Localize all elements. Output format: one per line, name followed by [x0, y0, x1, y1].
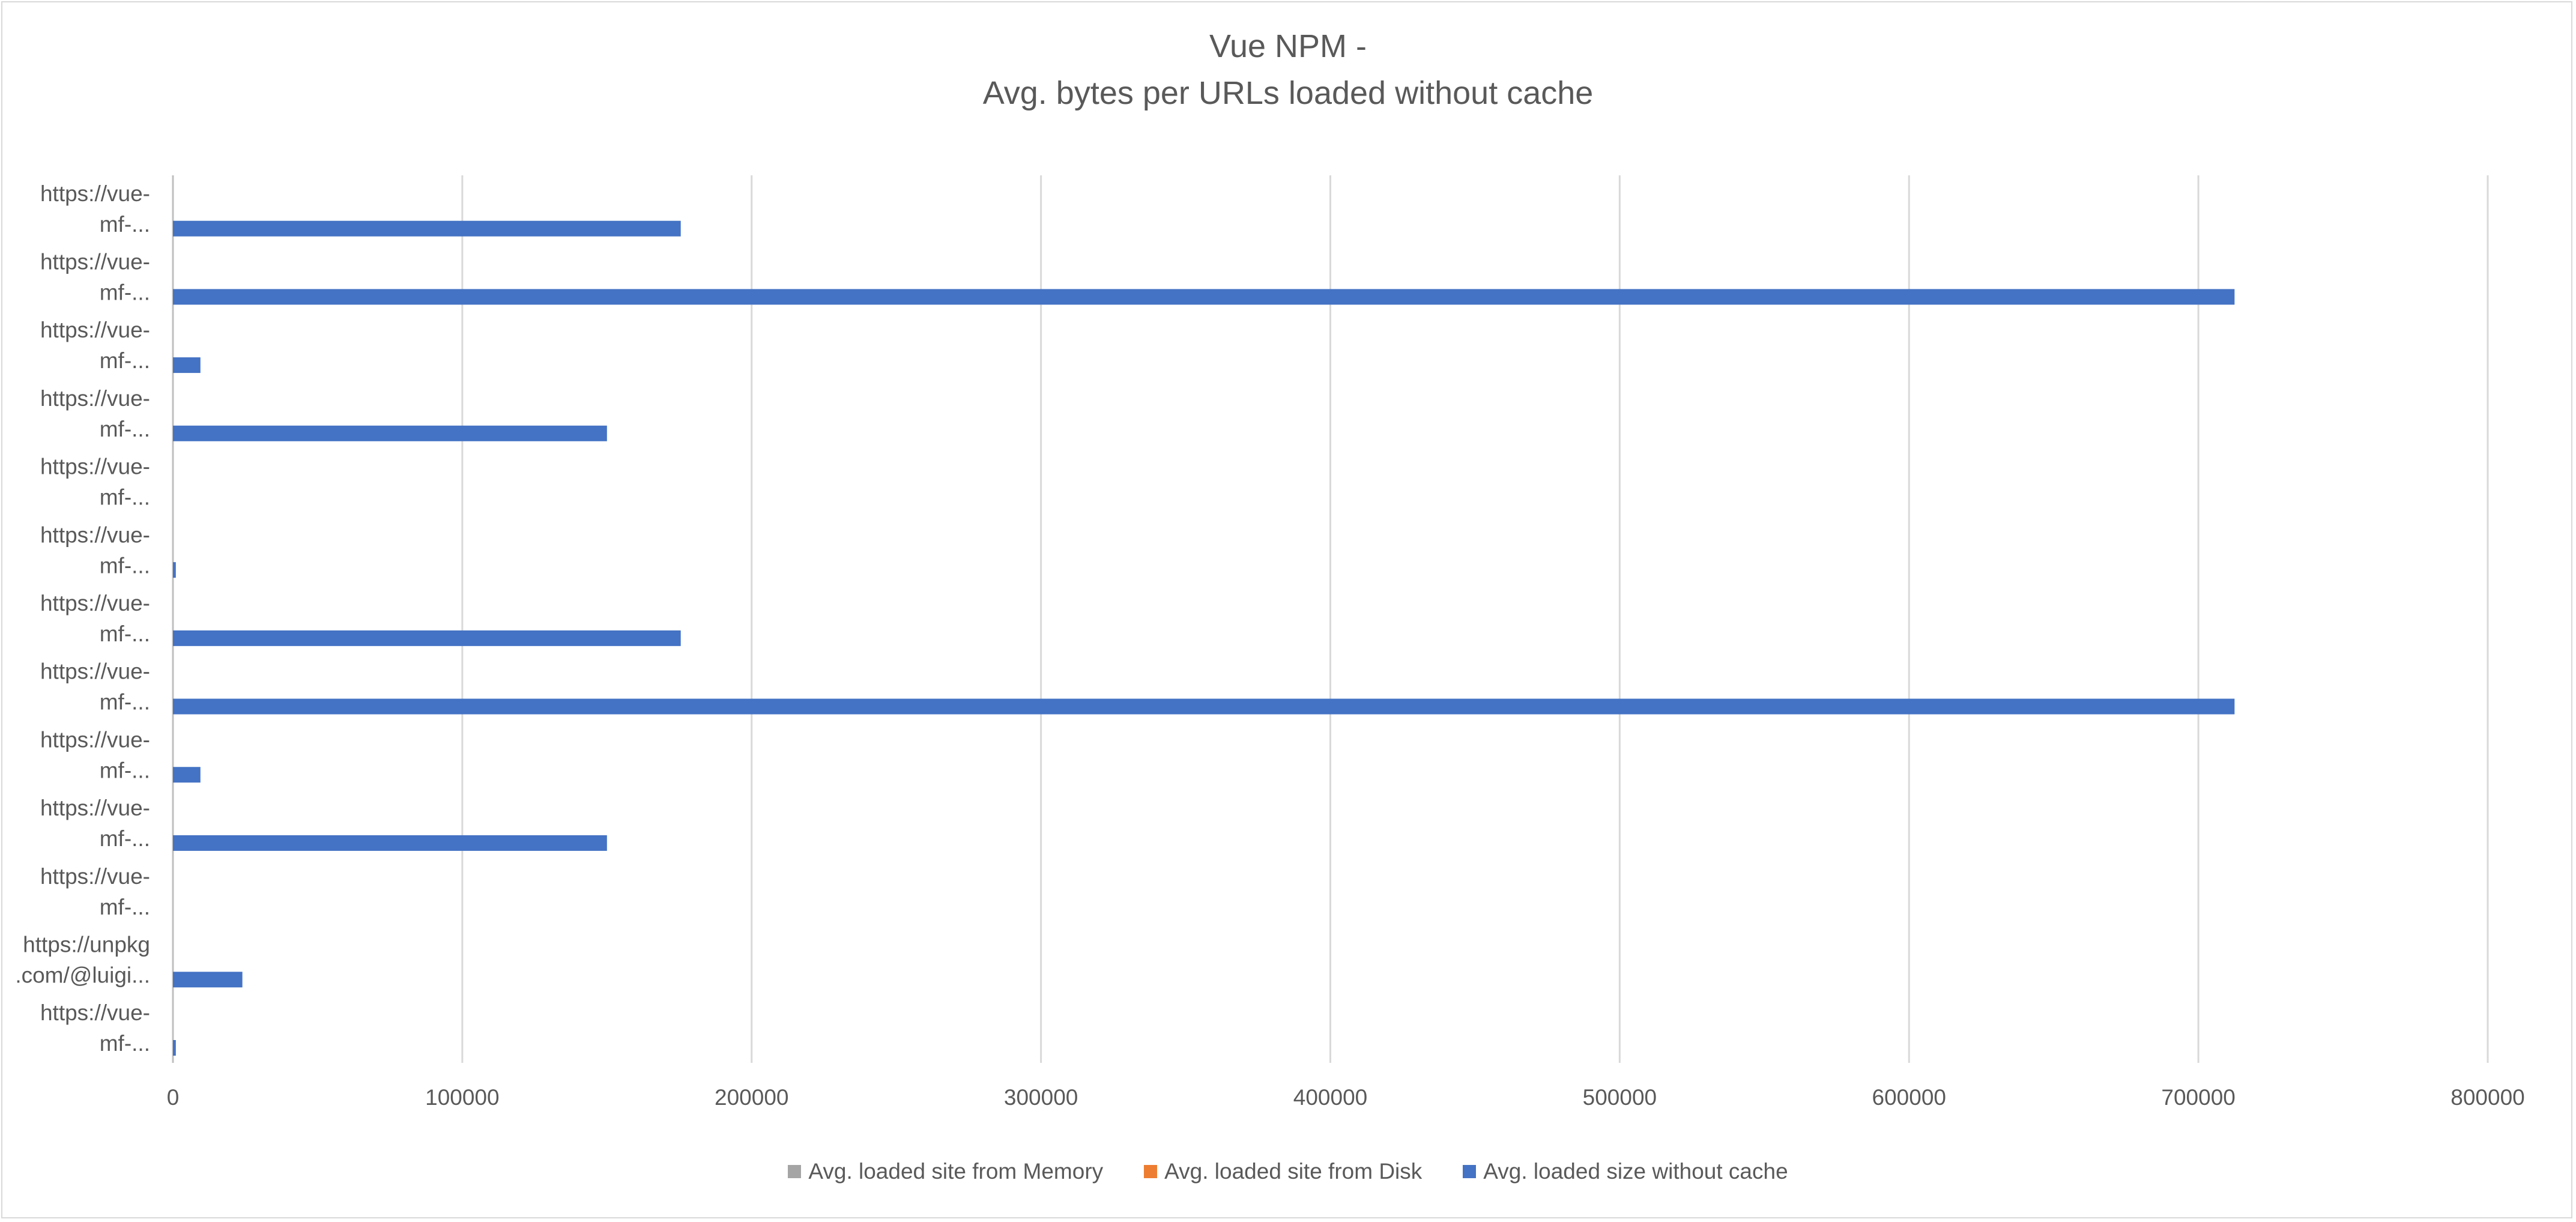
category-label: mf-... [100, 1031, 150, 1056]
legend-item: Avg. loaded site from Disk [1144, 1159, 1422, 1184]
bar [173, 289, 2235, 305]
bar [173, 630, 681, 646]
category-label: https://vue- [40, 250, 150, 274]
x-tick-label: 600000 [1872, 1085, 1946, 1110]
category-label: https://vue- [40, 455, 150, 479]
category-label: mf-... [100, 348, 150, 373]
category-label: mf-... [100, 895, 150, 919]
legend-label: Avg. loaded size without cache [1483, 1159, 1788, 1184]
category-label: https://vue- [40, 522, 150, 547]
category-label: https://vue- [40, 864, 150, 889]
legend-swatch [1463, 1165, 1477, 1178]
bar [173, 835, 607, 851]
x-tick-label: 500000 [1583, 1085, 1657, 1110]
category-label: mf-... [100, 417, 150, 441]
category-label: https://vue- [40, 1000, 150, 1025]
legend-item: Avg. loaded site from Memory [788, 1159, 1103, 1184]
x-tick-label: 200000 [715, 1085, 788, 1110]
category-label: https://vue- [40, 181, 150, 206]
legend-swatch [788, 1165, 802, 1178]
category-label: https://vue- [40, 386, 150, 411]
legend-label: Avg. loaded site from Memory [808, 1159, 1104, 1184]
category-label: mf-... [100, 553, 150, 578]
category-label: https://unpkg [23, 932, 150, 957]
legend-item: Avg. loaded size without cache [1463, 1159, 1788, 1184]
x-tick-label: 300000 [1004, 1085, 1078, 1110]
chart-title-line-2: Avg. bytes per URLs loaded without cache [982, 75, 1594, 111]
bar [173, 425, 607, 441]
category-label: https://vue- [40, 727, 150, 752]
category-label: mf-... [100, 758, 150, 782]
legend-label: Avg. loaded site from Disk [1164, 1159, 1423, 1184]
category-label: https://vue- [40, 659, 150, 684]
bar [173, 972, 243, 988]
category-label: https://vue- [40, 796, 150, 820]
category-label: mf-... [100, 485, 150, 510]
category-label: mf-... [100, 690, 150, 715]
category-label: mf-... [100, 622, 150, 646]
x-tick-label: 400000 [1293, 1085, 1367, 1110]
category-label: .com/@luigi... [15, 963, 150, 987]
bar [173, 562, 176, 578]
chart-title-line-1: Vue NPM - [1209, 28, 1367, 64]
legend-swatch [1144, 1165, 1158, 1178]
legend: Avg. loaded site from Memory Avg. loaded … [0, 1159, 2576, 1184]
category-label: https://vue- [40, 591, 150, 616]
category-label: mf-... [100, 826, 150, 851]
category-label: mf-... [100, 212, 150, 237]
x-tick-label: 100000 [425, 1085, 499, 1110]
x-tick-label: 0 [167, 1085, 180, 1110]
x-tick-label: 700000 [2161, 1085, 2235, 1110]
bar [173, 767, 201, 783]
category-label: mf-... [100, 280, 150, 305]
bar [173, 1040, 176, 1056]
category-label: https://vue- [40, 318, 150, 342]
bar [173, 698, 2235, 715]
bar [173, 220, 681, 237]
bar [173, 357, 201, 374]
x-tick-label: 800000 [2451, 1085, 2524, 1110]
